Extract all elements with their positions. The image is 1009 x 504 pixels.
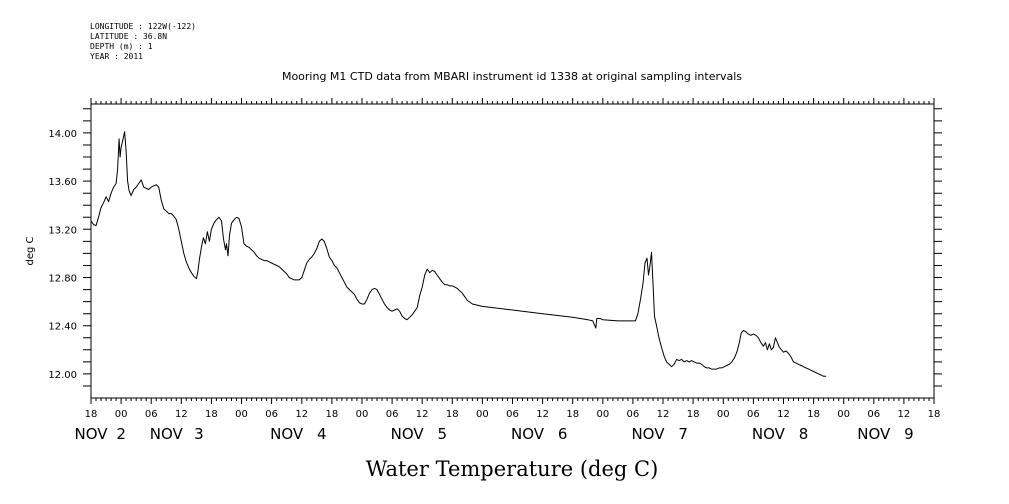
x-hour-tick-label: 00 [596, 409, 609, 420]
x-date-label: NOV [391, 425, 425, 443]
axis-tick-marks [83, 98, 942, 404]
x-hour-tick-label: 18 [928, 409, 941, 420]
x-hour-tick-label: 12 [295, 409, 308, 420]
x-date-label: 6 [558, 425, 568, 443]
x-hour-tick-label: 18 [566, 409, 579, 420]
x-date-label: 3 [194, 425, 204, 443]
x-date-label: NOV [857, 425, 891, 443]
x-hour-tick-label: 18 [807, 409, 820, 420]
x-hour-tick-label: 00 [837, 409, 850, 420]
x-date-label: NOV [270, 425, 304, 443]
y-tick-label: 12.80 [48, 274, 77, 285]
x-hour-tick-label: 06 [145, 409, 158, 420]
longitude-text: LONGITUDE : 122W(-122) [90, 22, 196, 31]
x-date-label: NOV [511, 425, 545, 443]
x-hour-tick-label: 12 [777, 409, 790, 420]
y-tick-label: 12.00 [48, 370, 77, 381]
x-hour-tick-label: 00 [717, 409, 730, 420]
x-hour-tick-label: 00 [115, 409, 128, 420]
x-hour-tick-label: 06 [265, 409, 278, 420]
x-hour-tick-label: 06 [627, 409, 640, 420]
series-layer [90, 131, 827, 377]
x-date-label: NOV [631, 425, 665, 443]
x-hour-tick-label: 18 [85, 409, 98, 420]
tick-marks [83, 98, 942, 404]
x-hour-tick-label: 06 [386, 409, 399, 420]
x-hour-tick-label: 06 [747, 409, 760, 420]
x-axis-tick-labels: 18 00 06 12 18 00 06 12 18 00 06 12 18 00 06 12 18 00 06 12… [74, 409, 940, 443]
x-date-label: NOV [74, 425, 108, 443]
year-text: YEAR : 2011 [90, 52, 143, 61]
y-tick-label: 13.60 [48, 177, 77, 188]
x-hour-tick-label: 12 [536, 409, 549, 420]
x-date-label: 4 [317, 425, 327, 443]
temperature-series-line [90, 131, 827, 377]
x-date-label: 7 [678, 425, 688, 443]
x-hour-tick-label: 12 [898, 409, 911, 420]
x-date-label: 2 [116, 425, 126, 443]
x-hour-tick-label: 12 [175, 409, 188, 420]
x-date-label: 9 [904, 425, 914, 443]
metadata-block: LONGITUDE : 122W(-122) LATITUDE : 36.8N … [90, 22, 196, 62]
y-axis-title: deg C [25, 236, 36, 265]
x-hour-tick-label: 00 [356, 409, 369, 420]
x-hour-tick-label: 00 [476, 409, 489, 420]
y-tick-label: 13.20 [48, 225, 77, 236]
x-date-label: 8 [799, 425, 809, 443]
plot-frame [90, 103, 935, 399]
chart-title: Mooring M1 CTD data from MBARI instrumen… [282, 70, 742, 83]
x-axis-title: Water Temperature (deg C) [366, 457, 659, 481]
y-tick-label: 12.40 [48, 322, 77, 333]
x-hour-tick-label: 06 [506, 409, 519, 420]
y-tick-label: 14.00 [48, 129, 77, 140]
x-date-label: NOV [752, 425, 786, 443]
x-hour-tick-label: 12 [657, 409, 670, 420]
x-hour-tick-label: 18 [446, 409, 459, 420]
x-hour-tick-label: 18 [205, 409, 218, 420]
x-hour-tick-label: 18 [687, 409, 700, 420]
y-axis-tick-labels: 12.00 12.40 12.80 13.20 13.60 14.00 [48, 129, 77, 381]
depth-text: DEPTH (m) : 1 [90, 42, 153, 51]
x-hour-tick-label: 06 [867, 409, 880, 420]
x-hour-tick-label: 00 [235, 409, 248, 420]
latitude-text: LATITUDE : 36.8N [90, 32, 168, 41]
x-date-label: NOV [150, 425, 184, 443]
x-date-label: 5 [437, 425, 447, 443]
x-hour-tick-label: 18 [325, 409, 338, 420]
x-hour-tick-label: 12 [416, 409, 429, 420]
